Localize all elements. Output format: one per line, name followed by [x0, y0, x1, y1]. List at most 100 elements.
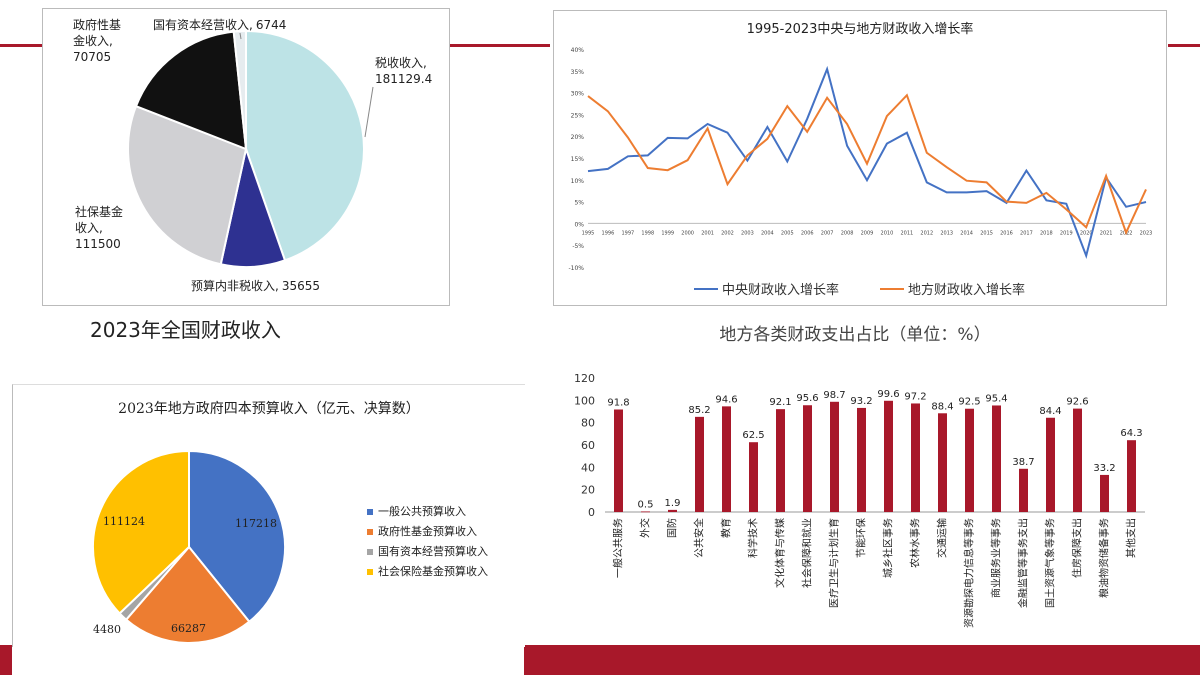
pie-slice-3 — [134, 30, 248, 151]
x-tick-label: 2011 — [900, 230, 913, 236]
pie-label-value: 111500 — [75, 237, 121, 251]
y-tick-label: 40% — [571, 47, 585, 54]
growth-rate-line-panel: 1995-2023中央与地方财政收入增长率 40% 35% 30% 25% 20% 15% 1… — [553, 10, 1167, 306]
x-tick-label: 2012 — [920, 230, 933, 236]
bar-value-label: 95.6 — [796, 393, 818, 404]
bar-value-label: 92.1 — [769, 397, 791, 408]
pie-label-name: 预算内非税收入, — [191, 278, 279, 293]
y-tick-label: 5% — [574, 200, 584, 207]
bar-1 — [641, 511, 650, 513]
bar-value-label: 64.3 — [1120, 428, 1142, 439]
bar-value-label: 38.7 — [1012, 457, 1034, 468]
bar-category-label: 社会保障和就业 — [801, 518, 814, 588]
bar-category-label: 农林水事务 — [909, 518, 922, 568]
pie-label-name: 国有资本经营收入, — [153, 18, 253, 32]
bar-category-label: 公共安全 — [693, 518, 706, 558]
pie4-legend-label: 社会保险基金预算收入 — [378, 564, 488, 578]
bar-category-label: 医疗卫生与计划生育 — [828, 518, 841, 608]
bottom-accent-bar-left — [0, 645, 12, 675]
x-tick-label: 2005 — [781, 230, 794, 236]
bar-17 — [1073, 408, 1082, 512]
national-revenue-caption: 2023年全国财政收入 — [90, 318, 281, 342]
x-tick-label: 2006 — [801, 230, 814, 236]
local-budget-pie-panel: 2023年地方政府四本预算收入（亿元、决算数） 117218 66287 4480 11… — [12, 384, 525, 647]
x-tick-label: 2021 — [1100, 230, 1113, 236]
expenditure-bar-chart: 地方各类财政支出占比（单位：%） 0 20 40 60 80 100 120 91.8 一般公共服… — [574, 325, 1145, 628]
bar-value-label: 99.6 — [877, 389, 899, 400]
x-tick-label: 2018 — [1040, 230, 1053, 236]
bar-value-label: 94.6 — [715, 394, 737, 405]
pie-slice-0 — [245, 29, 365, 262]
bar-3 — [695, 416, 704, 512]
bar-8 — [830, 401, 839, 512]
pie-label-value: 181129.4 — [375, 72, 432, 86]
bar-value-label: 0.5 — [638, 499, 654, 510]
bar-y-tick-label: 80 — [581, 417, 595, 430]
pie4-legend-swatch — [367, 509, 373, 515]
pie-label-1: 预算内非税收入, 35655 — [191, 278, 320, 293]
pie-label-3: 政府性基金收入, 70705 — [73, 17, 121, 64]
x-tick-label: 2007 — [821, 230, 834, 236]
bar-value-label: 91.8 — [607, 397, 629, 408]
pie4-legend-swatch — [367, 529, 373, 535]
pie-label-0: 税收收入, 181129.4 — [375, 56, 432, 86]
bar-value-label: 92.6 — [1066, 397, 1088, 408]
bar-category-label: 一般公共服务 — [612, 518, 625, 578]
bar-19 — [1127, 440, 1136, 512]
pie-label-2: 社保基金收入, 111500 — [75, 204, 123, 251]
bar-16 — [1046, 417, 1055, 512]
bar-y-tick-label: 100 — [574, 394, 595, 407]
top-accent-line-mid — [450, 44, 550, 47]
x-tick-label: 1998 — [641, 230, 654, 236]
bar-value-label: 98.7 — [823, 390, 845, 401]
line-chart-title: 1995-2023中央与地方财政收入增长率 — [747, 21, 974, 37]
y-tick-label: 35% — [571, 69, 585, 76]
pie4-legend-label: 国有资本经营预算收入 — [378, 544, 488, 558]
pie-label-value: 70705 — [73, 50, 111, 64]
bar-value-label: 85.2 — [688, 405, 710, 416]
bar-15 — [1019, 468, 1028, 512]
legend-label-local: 地方财政收入增长率 — [908, 282, 1025, 298]
y-tick-label: 10% — [571, 178, 585, 185]
series-line-0 — [587, 65, 1147, 259]
bar-18 — [1100, 474, 1109, 512]
x-tick-label: 2015 — [980, 230, 993, 236]
y-tick-label: -5% — [572, 243, 584, 250]
y-tick-label: -10% — [568, 265, 584, 272]
top-accent-line-left — [0, 44, 42, 47]
bar-category-label: 外交 — [639, 518, 652, 538]
bar-category-label: 教育 — [720, 518, 733, 538]
bar-category-label: 粮油物资储备事务 — [1098, 518, 1111, 598]
bar-0 — [614, 409, 623, 512]
leader-line-state — [239, 32, 242, 40]
bar-category-label: 其他支出 — [1125, 518, 1138, 558]
bar-category-label: 商业服务业等事务 — [990, 518, 1003, 598]
pie4-slice-0 — [188, 449, 286, 624]
pie-label-name2: 金收入, — [73, 33, 113, 48]
bar-4 — [722, 406, 731, 512]
pie4-legend-label: 政府性基金预算收入 — [378, 524, 477, 538]
bar-9 — [857, 407, 866, 512]
x-tick-label: 2023 — [1140, 230, 1153, 236]
pie4-title: 2023年地方政府四本预算收入（亿元、决算数） — [118, 401, 420, 417]
growth-rate-line-chart: 1995-2023中央与地方财政收入增长率 40% 35% 30% 25% 20% 15% 1… — [568, 21, 1153, 298]
bar-value-label: 1.9 — [665, 498, 681, 509]
bar-y-tick-label: 60 — [581, 439, 595, 452]
bottom-accent-bar-right — [524, 645, 1200, 675]
expenditure-bar-panel: 地方各类财政支出占比（单位：%） 0 20 40 60 80 100 120 91.8 一般公共服… — [555, 312, 1165, 645]
pie4-value-label: 4480 — [93, 623, 121, 636]
x-tick-label: 2003 — [741, 230, 754, 236]
y-tick-label: 20% — [571, 134, 585, 141]
pie-label-value: 6744 — [256, 18, 287, 32]
bar-category-label: 城乡社区事务 — [882, 518, 895, 578]
x-tick-label: 2014 — [960, 230, 973, 236]
x-tick-label: 2001 — [701, 230, 714, 236]
bar-value-label: 97.2 — [904, 391, 926, 402]
bar-13 — [965, 408, 974, 512]
x-tick-label: 2020 — [1080, 230, 1093, 236]
x-tick-label: 2008 — [841, 230, 854, 236]
x-tick-label: 2009 — [861, 230, 874, 236]
bar-2 — [668, 509, 677, 512]
national-revenue-pie-panel: 税收收入, 181129.4 预算内非税收入, 35655 社保基金收入, 111500 政… — [42, 8, 450, 306]
pie-label-value: 35655 — [282, 279, 320, 293]
